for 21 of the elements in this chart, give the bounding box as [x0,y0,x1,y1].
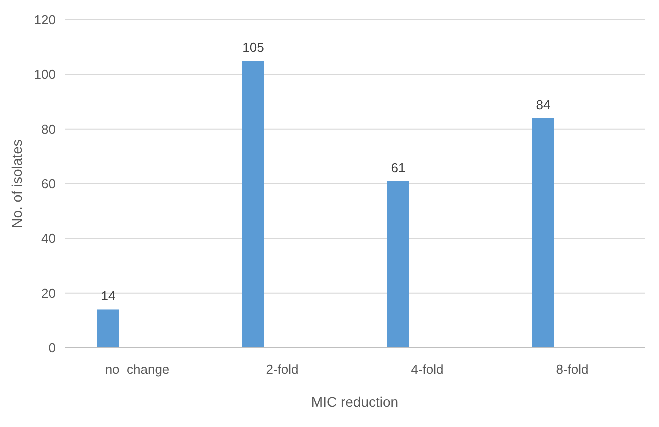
data-label: 105 [242,40,264,55]
y-axis-title: No. of isolates [9,140,25,228]
data-label: 61 [391,160,406,176]
x-tick-label: no change [105,362,170,377]
x-axis-title: MIC reduction [311,394,399,410]
y-tick-label: 0 [48,340,56,356]
y-tick-label: 40 [42,231,56,246]
bar [242,61,264,348]
bar [388,181,410,348]
x-tick-label: 8-fold [556,362,589,377]
y-tick-label: 20 [42,286,56,301]
x-tick-label: 2-fold [266,362,299,377]
y-tick-label: 100 [34,67,56,82]
y-tick-label: 60 [42,176,56,192]
bar [532,118,554,348]
y-tick-label: 120 [34,12,56,28]
bar [98,310,120,348]
y-tick-label: 80 [42,122,56,137]
data-label: 14 [101,288,116,304]
data-label: 84 [536,97,551,112]
x-tick-label: 4-fold [411,362,444,377]
